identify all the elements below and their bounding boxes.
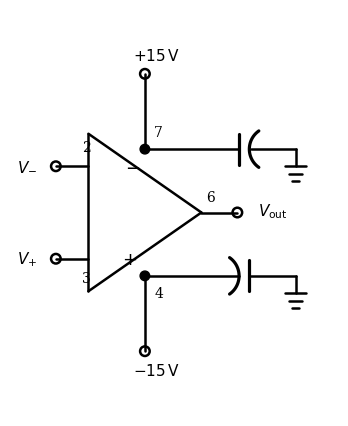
Text: $-$: $-$ <box>125 158 141 176</box>
Text: 6: 6 <box>206 191 215 204</box>
Text: $+$: $+$ <box>122 250 137 268</box>
Text: $V_\mathrm{out}$: $V_\mathrm{out}$ <box>259 202 288 221</box>
Text: $V_{-}$: $V_{-}$ <box>17 160 37 174</box>
Circle shape <box>140 145 150 155</box>
Text: $+15\,\mathrm{V}$: $+15\,\mathrm{V}$ <box>133 48 180 64</box>
Text: 4: 4 <box>154 286 163 300</box>
Text: $-15\,\mathrm{V}$: $-15\,\mathrm{V}$ <box>133 362 180 378</box>
Circle shape <box>140 271 150 281</box>
Text: $V_{+}$: $V_{+}$ <box>17 250 37 268</box>
Text: 3: 3 <box>82 271 91 285</box>
Text: 2: 2 <box>82 141 91 155</box>
Text: 7: 7 <box>154 126 163 140</box>
